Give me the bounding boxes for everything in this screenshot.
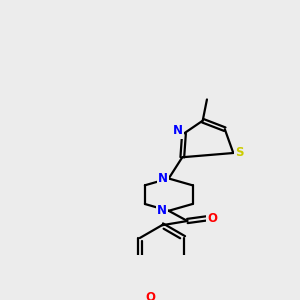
Text: N: N bbox=[157, 204, 167, 217]
Text: N: N bbox=[158, 172, 168, 185]
Text: O: O bbox=[145, 291, 155, 300]
Text: O: O bbox=[207, 212, 217, 225]
Text: S: S bbox=[235, 146, 244, 160]
Text: N: N bbox=[173, 124, 183, 137]
